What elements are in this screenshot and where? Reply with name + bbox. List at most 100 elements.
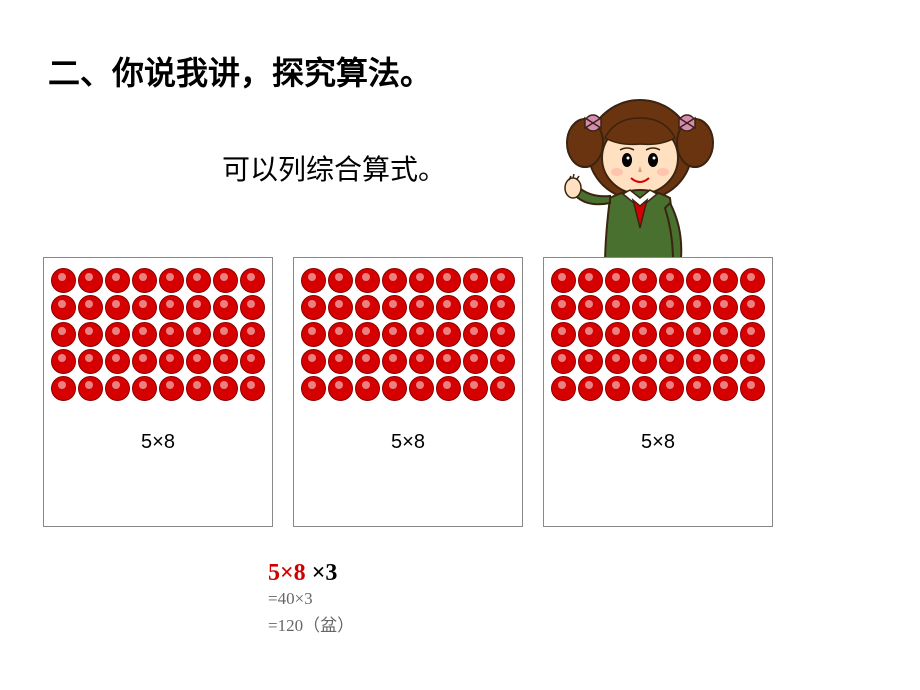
dot (51, 376, 76, 401)
dot (409, 268, 434, 293)
calc-step2: =120（盆） (268, 611, 354, 636)
dot-panel: 5×8 (43, 257, 273, 527)
dot (78, 295, 103, 320)
dot (301, 268, 326, 293)
dot (659, 349, 684, 374)
dot (159, 268, 184, 293)
dot (490, 295, 515, 320)
dot (159, 376, 184, 401)
dot (605, 349, 630, 374)
section-title: 二、你说我讲，探究算法。 (48, 48, 432, 94)
dot (240, 349, 265, 374)
dot (355, 268, 380, 293)
dot (436, 268, 461, 293)
dot (301, 376, 326, 401)
dot (490, 376, 515, 401)
dot (686, 376, 711, 401)
dot-panels-container: 5×8 5×8 5×8 (43, 257, 773, 527)
dot (159, 295, 184, 320)
dot (328, 376, 353, 401)
dot (355, 376, 380, 401)
dot (463, 295, 488, 320)
dot (186, 376, 211, 401)
dot (186, 349, 211, 374)
dot (382, 322, 407, 347)
dot-grid (51, 268, 265, 401)
dot (605, 268, 630, 293)
calc-expression: 5×8 ×3 (268, 560, 354, 587)
dot (78, 322, 103, 347)
dot (78, 349, 103, 374)
dot (686, 295, 711, 320)
dot (490, 268, 515, 293)
dot (551, 295, 576, 320)
dot (213, 268, 238, 293)
dot (740, 376, 765, 401)
dot (551, 349, 576, 374)
dot (463, 322, 488, 347)
dot (132, 322, 157, 347)
dot (355, 349, 380, 374)
dot (301, 349, 326, 374)
dot (382, 295, 407, 320)
dot (686, 349, 711, 374)
dot (159, 349, 184, 374)
dot (632, 268, 657, 293)
dot (132, 268, 157, 293)
dot (78, 268, 103, 293)
dot (463, 349, 488, 374)
dot (132, 349, 157, 374)
dot (51, 322, 76, 347)
dot (105, 349, 130, 374)
dot (301, 295, 326, 320)
dot (713, 268, 738, 293)
hint-text: 可以列综合算式。 (222, 148, 446, 188)
dot (186, 295, 211, 320)
dot (632, 295, 657, 320)
dot (78, 376, 103, 401)
dot (740, 349, 765, 374)
dot (132, 376, 157, 401)
panel-label: 5×8 (641, 431, 675, 454)
calculation-block: 5×8 ×3 =40×3 =120（盆） (268, 560, 354, 636)
dot-grid (301, 268, 515, 401)
dot (659, 376, 684, 401)
dot (213, 376, 238, 401)
dot-panel: 5×8 (543, 257, 773, 527)
dot (105, 322, 130, 347)
dot (659, 295, 684, 320)
dot (490, 322, 515, 347)
calc-black-part: ×3 (306, 560, 338, 586)
dot (240, 295, 265, 320)
dot (578, 349, 603, 374)
dot (328, 295, 353, 320)
dot (436, 295, 461, 320)
girl-illustration (555, 88, 725, 268)
dot (409, 295, 434, 320)
dot (713, 322, 738, 347)
dot (551, 376, 576, 401)
dot (213, 295, 238, 320)
dot (740, 322, 765, 347)
dot (463, 376, 488, 401)
dot (105, 268, 130, 293)
dot (240, 322, 265, 347)
dot (382, 376, 407, 401)
dot (436, 376, 461, 401)
dot (686, 322, 711, 347)
dot (436, 322, 461, 347)
panel-label: 5×8 (391, 431, 425, 454)
dot (490, 349, 515, 374)
dot (409, 322, 434, 347)
dot (713, 349, 738, 374)
dot-grid (551, 268, 765, 401)
dot (605, 376, 630, 401)
dot (328, 322, 353, 347)
dot-panel: 5×8 (293, 257, 523, 527)
dot (740, 295, 765, 320)
dot (409, 376, 434, 401)
dot (328, 268, 353, 293)
dot (409, 349, 434, 374)
dot (578, 295, 603, 320)
dot (51, 268, 76, 293)
